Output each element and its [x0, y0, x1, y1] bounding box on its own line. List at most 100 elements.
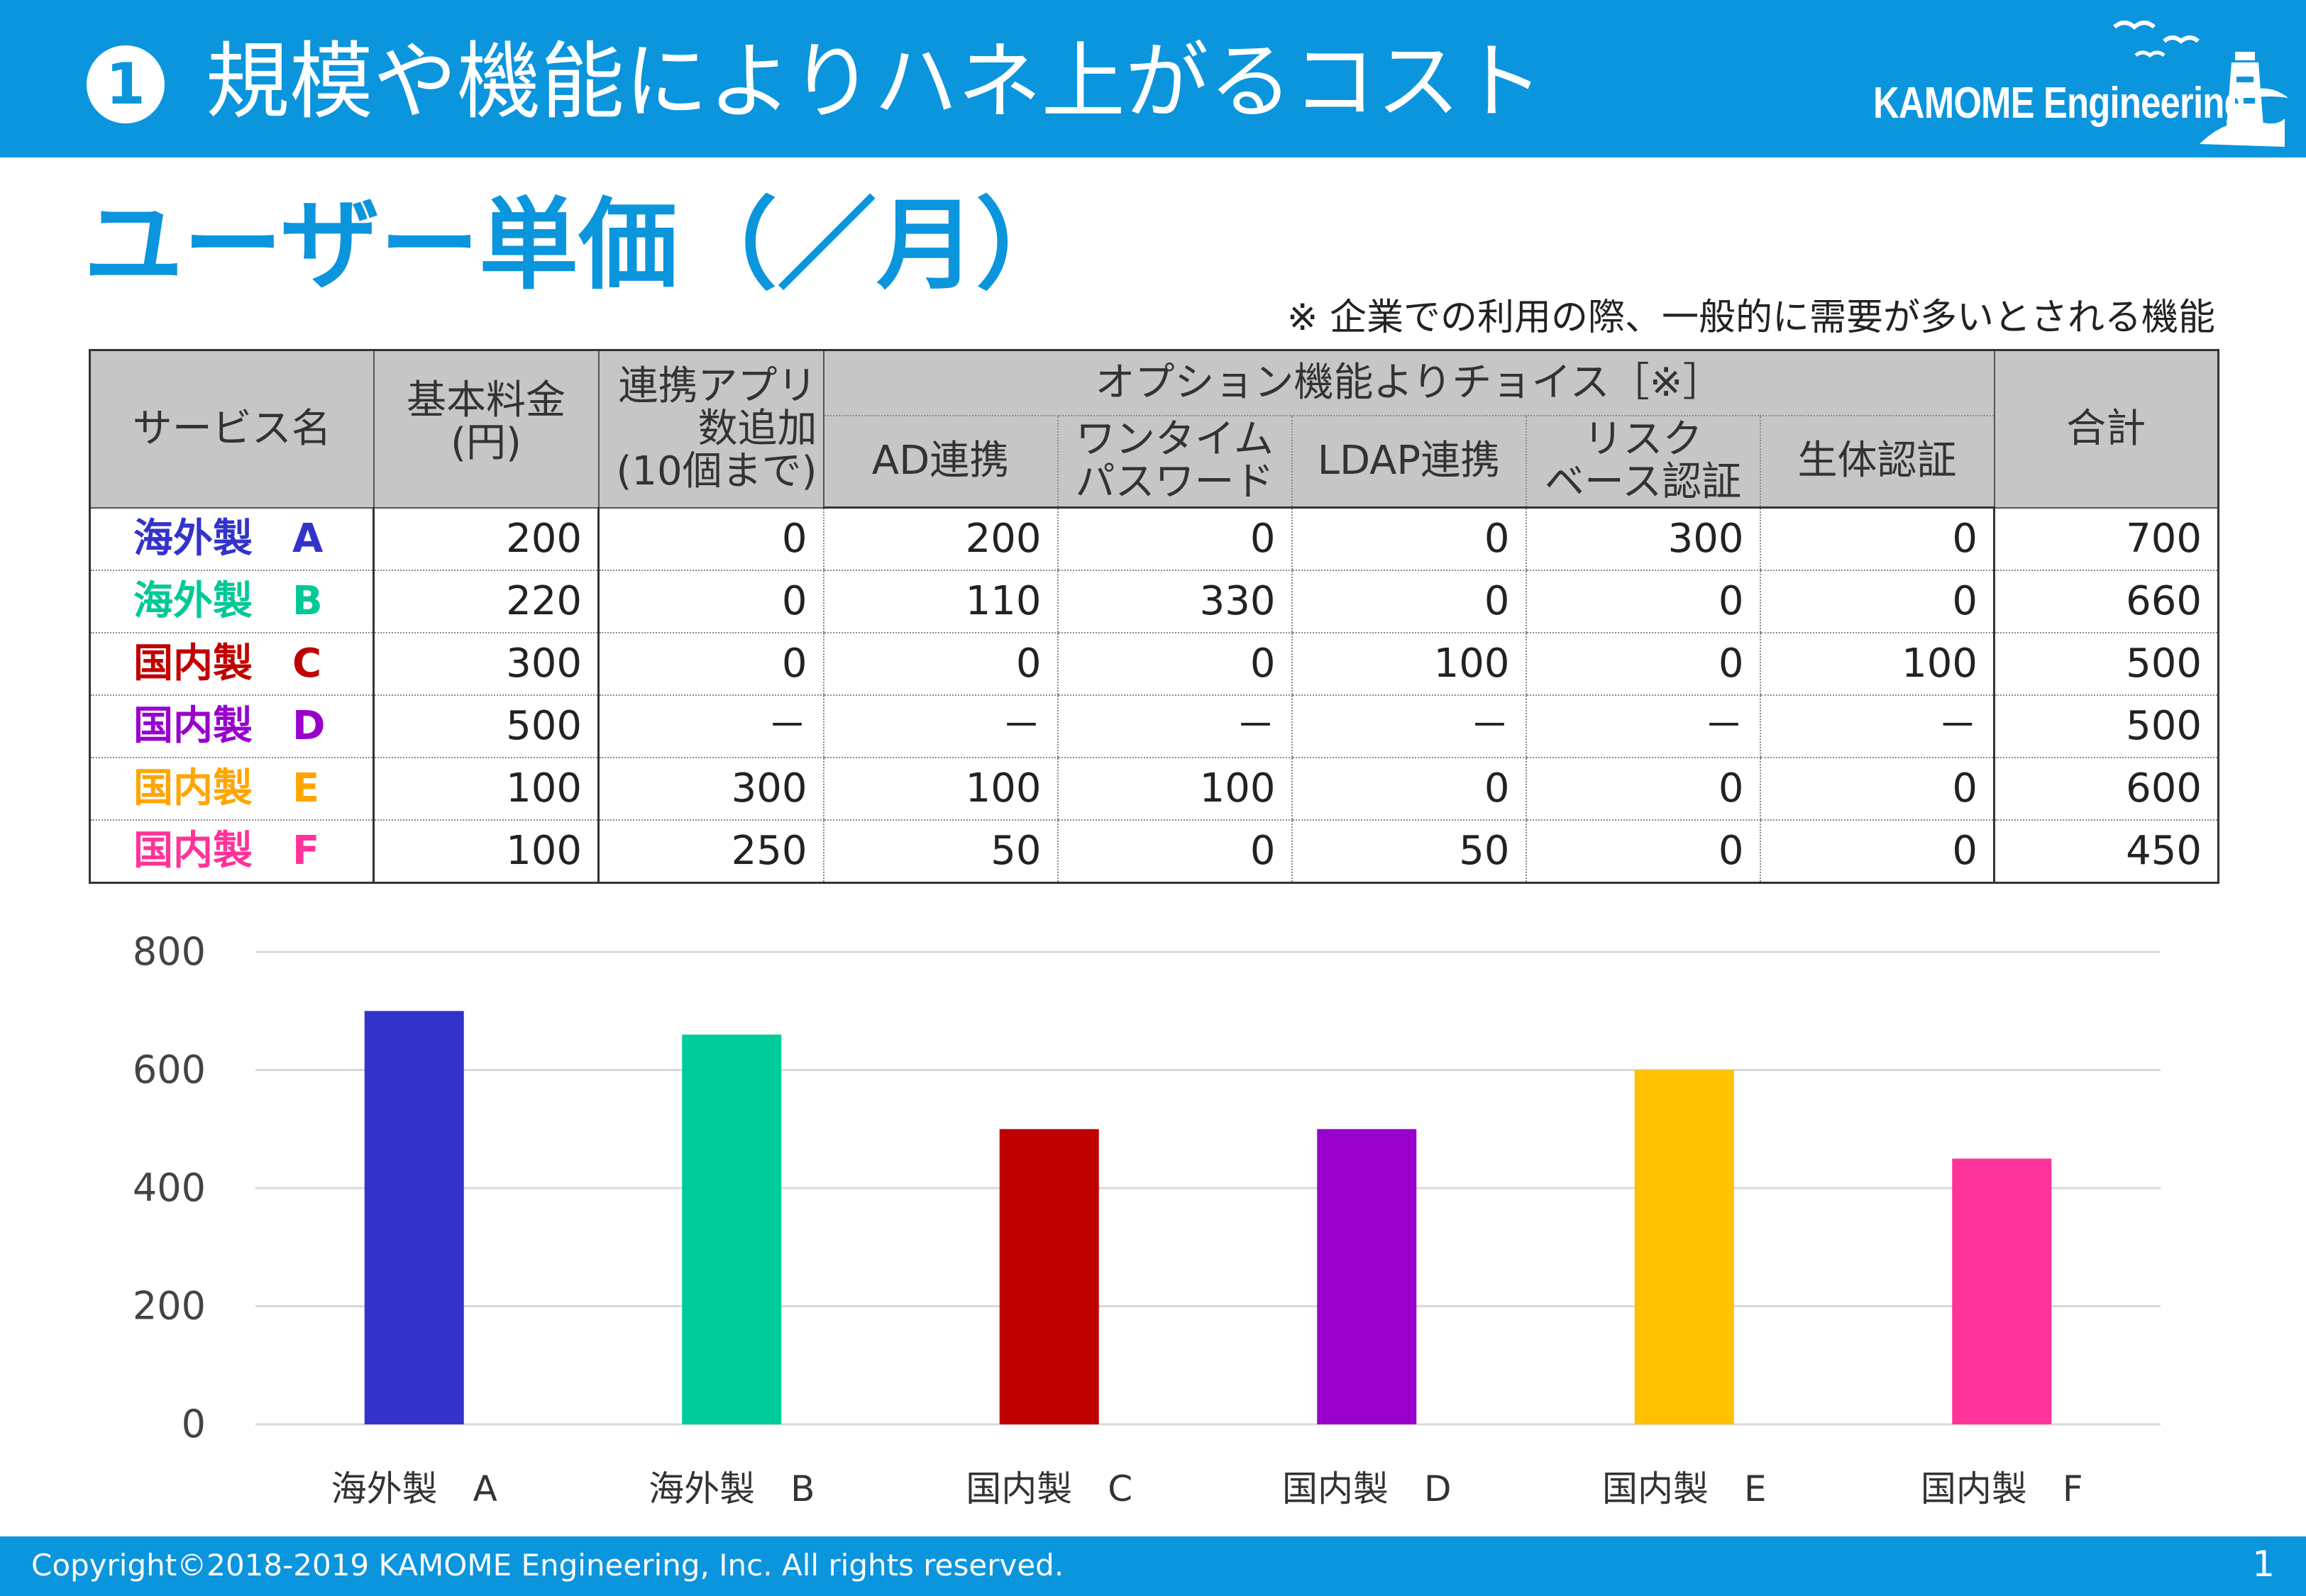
otp-cell: 0 [1057, 507, 1292, 571]
bio-cell: 0 [1759, 820, 1996, 884]
header-options-group: オプション機能よりチョイス［※］ [822, 349, 1995, 416]
service-name-cell: 海外製 A [89, 507, 375, 571]
service-name-cell: 国内製 F [89, 820, 375, 884]
otp-cell: 330 [1057, 570, 1292, 633]
risk-cell: 0 [1525, 570, 1760, 633]
bar [1317, 1129, 1417, 1424]
header-service-name: サービス名 [89, 349, 375, 509]
slide-title: 規模や機能によりハネ上がるコスト [206, 33, 1544, 131]
ldap-cell: 0 [1291, 758, 1526, 821]
y-tick-label: 200 [133, 1284, 206, 1329]
ad-cell: 200 [822, 507, 1058, 571]
x-tick-label: 国内製 E [1602, 1468, 1767, 1509]
table-row: 国内製 F 100 250 50 0 50 0 0 450 [89, 820, 2219, 884]
risk-cell: 0 [1525, 633, 1760, 696]
base-cell: 100 [373, 820, 599, 884]
app-cell: 0 [597, 570, 824, 633]
total-cell: 660 [1993, 570, 2219, 633]
logo-text: KAMOME Engineering [1873, 79, 2246, 128]
otp-cell: 0 [1057, 633, 1292, 696]
bar [364, 1011, 464, 1424]
bar [1952, 1158, 2052, 1424]
x-tick-label: 海外製 A [331, 1468, 497, 1509]
base-cell: 220 [373, 570, 599, 633]
ldap-cell: 0 [1291, 570, 1526, 633]
bio-cell: 0 [1759, 570, 1996, 633]
header-otp: ワンタイム パスワード [1057, 414, 1292, 509]
ldap-cell: 0 [1291, 507, 1526, 571]
total-cell: 450 [1993, 820, 2219, 884]
bar [999, 1129, 1099, 1424]
total-cell: 500 [1993, 633, 2219, 696]
header-bio: 生体認証 [1759, 414, 1995, 509]
table-row: 国内製 D 500 －－－－－－ 500 [89, 695, 2219, 758]
y-tick-label: 800 [133, 929, 206, 974]
base-cell: 200 [373, 507, 599, 571]
app-cell: 300 [597, 758, 824, 821]
otp-cell: － [1057, 695, 1292, 758]
risk-cell: 300 [1525, 507, 1760, 571]
otp-cell: 0 [1057, 820, 1292, 884]
bar [1634, 1070, 1734, 1424]
lighthouse-icon [2113, 21, 2288, 147]
app-cell: 0 [597, 507, 824, 571]
table-row: 海外製 A 200 0 200 0 0 300 0 700 [89, 507, 2219, 571]
header-base-fee: 基本料金 (円) [373, 349, 600, 509]
table-note: ※ 企業での利用の際、一般的に需要が多いとされる機能 [1286, 297, 2215, 339]
service-name-cell: 国内製 E [89, 758, 375, 821]
base-cell: 500 [373, 695, 599, 758]
bio-cell: 0 [1759, 507, 1996, 571]
ad-cell: 100 [822, 758, 1058, 821]
pricing-table: サービス名 基本料金 (円) 連携アプリ 数追加 (10個まで) オプション機能… [89, 349, 2220, 884]
header-risk: リスク ベース認証 [1525, 414, 1760, 509]
base-cell: 300 [373, 633, 599, 696]
header-ldap: LDAP連携 [1291, 414, 1526, 509]
company-logo: KAMOME Engineering [1866, 13, 2292, 155]
bio-cell: 100 [1759, 633, 1996, 696]
risk-cell: － [1525, 695, 1760, 758]
y-tick-label: 600 [133, 1048, 206, 1092]
table-row: 海外製 B 220 0 110 330 0 0 0 660 [89, 570, 2219, 633]
total-cell: 600 [1993, 758, 2219, 821]
app-cell: 0 [597, 633, 824, 696]
header-app-add: 連携アプリ 数追加 (10個まで) [597, 349, 824, 509]
total-cell: 700 [1993, 507, 2219, 571]
copyright-text: Copyright©2018-2019 KAMOME Engineering, … [31, 1548, 1064, 1583]
section-title: ユーザー単価（／月） [84, 188, 1076, 304]
ldap-cell: 100 [1291, 633, 1526, 696]
service-name-cell: 海外製 B [89, 570, 375, 633]
app-cell: 250 [597, 820, 824, 884]
ad-cell: 0 [822, 633, 1058, 696]
table-row: 国内製 C 300 0 0 0 100 0 100 500 [89, 633, 2219, 696]
bio-cell: － [1759, 695, 1996, 758]
table-row: 国内製 E 100 300 100 100 0 0 0 600 [89, 758, 2219, 821]
header-total: 合計 [1993, 349, 2219, 509]
ad-cell: 50 [822, 820, 1058, 884]
service-name-cell: 国内製 C [89, 633, 375, 696]
base-cell: 100 [373, 758, 599, 821]
x-tick-label: 海外製 B [649, 1468, 815, 1509]
slide-number-badge: 1 [87, 45, 165, 123]
page-number: 1 [2252, 1544, 2275, 1585]
ldap-cell: 50 [1291, 820, 1526, 884]
bar [682, 1034, 782, 1424]
ad-cell: － [822, 695, 1058, 758]
x-tick-label: 国内製 D [1282, 1468, 1452, 1509]
x-tick-label: 国内製 F [1921, 1468, 2083, 1509]
x-tick-label: 国内製 C [966, 1468, 1132, 1509]
risk-cell: 0 [1525, 758, 1760, 821]
bio-cell: 0 [1759, 758, 1996, 821]
app-cell: － [597, 695, 824, 758]
ad-cell: 110 [822, 570, 1058, 633]
risk-cell: 0 [1525, 820, 1760, 884]
otp-cell: 100 [1057, 758, 1292, 821]
footer-bar: Copyright©2018-2019 KAMOME Engineering, … [0, 1536, 2306, 1596]
ldap-cell: － [1291, 695, 1526, 758]
y-tick-label: 0 [182, 1402, 206, 1446]
header-ad: AD連携 [822, 414, 1058, 509]
total-cell: 500 [1993, 695, 2219, 758]
header-bar: 1 規模や機能によりハネ上がるコスト KAMOME Engineering [0, 0, 2306, 157]
y-tick-label: 400 [133, 1165, 206, 1210]
service-name-cell: 国内製 D [89, 695, 375, 758]
total-cost-bar-chart: 0 200 400 600 800 海外製 A 海外製 B 国内製 C 国内製 D 国内製 E 国内… [133, 929, 2161, 1509]
